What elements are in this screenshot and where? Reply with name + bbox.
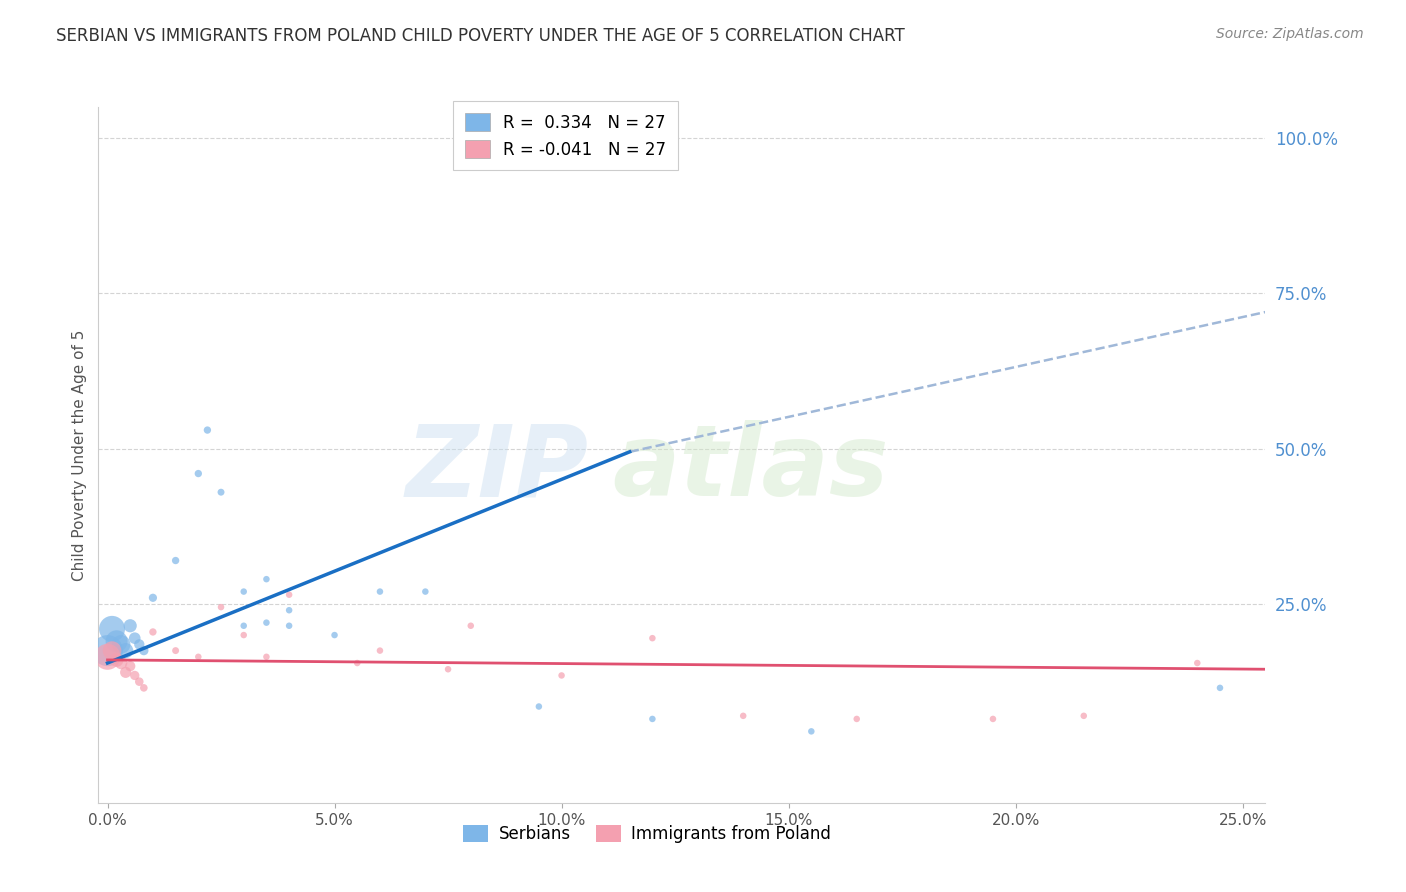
Point bbox=[101, 622, 124, 636]
Point bbox=[197, 423, 219, 437]
Point bbox=[124, 668, 146, 682]
Point bbox=[96, 649, 118, 664]
Point bbox=[550, 668, 572, 682]
Point bbox=[128, 674, 150, 689]
Point bbox=[845, 712, 868, 726]
Point bbox=[165, 643, 187, 657]
Point bbox=[96, 643, 118, 657]
Point bbox=[368, 584, 391, 599]
Point bbox=[110, 656, 132, 670]
Text: ZIP: ZIP bbox=[405, 420, 589, 517]
Point bbox=[415, 584, 437, 599]
Point bbox=[1209, 681, 1232, 695]
Point bbox=[800, 724, 823, 739]
Point bbox=[165, 553, 187, 567]
Point bbox=[128, 637, 150, 651]
Point bbox=[278, 588, 301, 602]
Point bbox=[254, 572, 277, 586]
Point bbox=[1073, 708, 1095, 723]
Point bbox=[641, 712, 664, 726]
Text: SERBIAN VS IMMIGRANTS FROM POLAND CHILD POVERTY UNDER THE AGE OF 5 CORRELATION C: SERBIAN VS IMMIGRANTS FROM POLAND CHILD … bbox=[56, 27, 905, 45]
Text: atlas: atlas bbox=[612, 420, 889, 517]
Point bbox=[105, 634, 128, 648]
Point bbox=[278, 619, 301, 633]
Point bbox=[142, 591, 165, 605]
Point bbox=[368, 643, 391, 657]
Point bbox=[101, 643, 124, 657]
Point bbox=[1187, 656, 1209, 670]
Point bbox=[187, 649, 209, 664]
Point bbox=[209, 600, 232, 615]
Point bbox=[641, 631, 664, 645]
Point bbox=[232, 628, 254, 642]
Point bbox=[110, 637, 132, 651]
Point bbox=[124, 631, 146, 645]
Point bbox=[114, 643, 136, 657]
Point bbox=[527, 699, 550, 714]
Point bbox=[460, 619, 482, 633]
Point bbox=[132, 643, 155, 657]
Point bbox=[346, 656, 368, 670]
Point bbox=[114, 665, 136, 680]
Point bbox=[187, 467, 209, 481]
Point bbox=[209, 485, 232, 500]
Point bbox=[132, 681, 155, 695]
Point bbox=[120, 659, 142, 673]
Point bbox=[437, 662, 460, 676]
Point bbox=[232, 584, 254, 599]
Point bbox=[981, 712, 1004, 726]
Point bbox=[733, 708, 755, 723]
Point bbox=[278, 603, 301, 617]
Point bbox=[120, 619, 142, 633]
Y-axis label: Child Poverty Under the Age of 5: Child Poverty Under the Age of 5 bbox=[72, 329, 87, 581]
Point bbox=[254, 649, 277, 664]
Point bbox=[105, 653, 128, 667]
Point bbox=[254, 615, 277, 630]
Point bbox=[232, 619, 254, 633]
Legend: Serbians, Immigrants from Poland: Serbians, Immigrants from Poland bbox=[457, 819, 837, 850]
Point bbox=[323, 628, 346, 642]
Text: Source: ZipAtlas.com: Source: ZipAtlas.com bbox=[1216, 27, 1364, 41]
Point bbox=[142, 624, 165, 639]
